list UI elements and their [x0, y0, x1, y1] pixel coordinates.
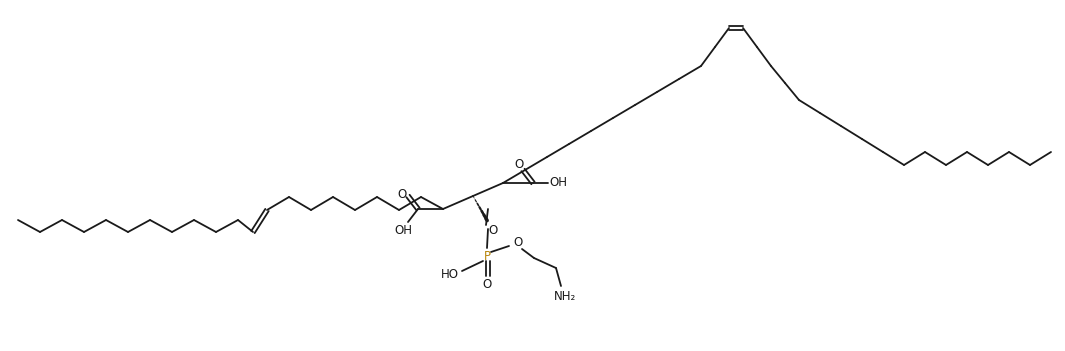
Text: O: O — [513, 237, 523, 250]
Text: O: O — [397, 188, 407, 201]
Text: OH: OH — [394, 224, 412, 237]
Text: HO: HO — [441, 269, 459, 282]
Text: P: P — [484, 250, 491, 263]
Text: O: O — [489, 225, 497, 238]
Text: O: O — [482, 278, 492, 291]
Text: OH: OH — [548, 177, 567, 190]
Text: NH₂: NH₂ — [554, 290, 576, 303]
Text: O: O — [514, 158, 524, 171]
